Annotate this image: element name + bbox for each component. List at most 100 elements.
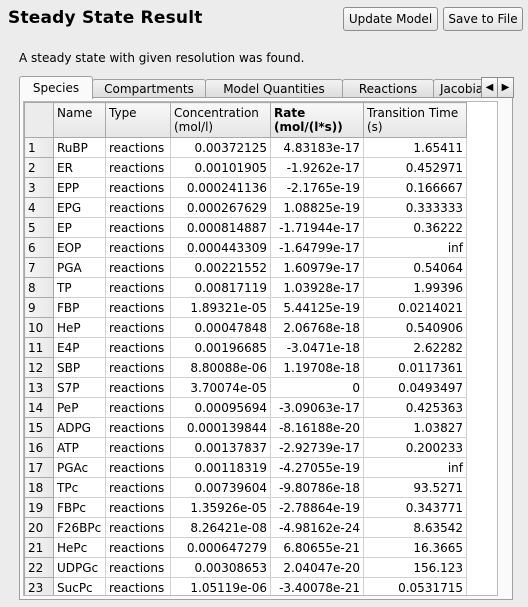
cell-transition-time[interactable]: 0.0531715 bbox=[363, 577, 467, 595]
cell-transition-time[interactable]: 0.333333 bbox=[363, 197, 467, 218]
cell-name[interactable]: HePc bbox=[53, 537, 106, 558]
cell-transition-time[interactable]: 0.54064 bbox=[363, 257, 467, 278]
tab-model-quantities[interactable]: Model Quantities bbox=[205, 79, 343, 98]
cell-transition-time[interactable]: 16.3665 bbox=[363, 537, 467, 558]
cell-name[interactable]: EPG bbox=[53, 197, 106, 218]
cell-transition-time[interactable]: 0.343771 bbox=[363, 497, 467, 518]
column-header-name[interactable]: Name bbox=[53, 102, 106, 138]
table-row[interactable]: 7 PGA reactions 0.00221552 1.60979e-17 0.5406… bbox=[24, 257, 497, 278]
cell-transition-time[interactable]: 0.452971 bbox=[363, 157, 467, 178]
cell-name[interactable]: F26BPc bbox=[53, 517, 106, 538]
species-table-container[interactable]: Name Type Concentration (mol/l) Rate (mo… bbox=[23, 101, 498, 596]
cell-concentration[interactable]: 0.000647279 bbox=[170, 537, 271, 558]
cell-rate[interactable]: 1.03928e-17 bbox=[270, 277, 364, 298]
save-to-file-button[interactable]: Save to File bbox=[443, 7, 523, 31]
cell-rate[interactable]: 1.08825e-19 bbox=[270, 197, 364, 218]
cell-type[interactable]: reactions bbox=[105, 157, 171, 178]
column-header-concentration[interactable]: Concentration (mol/l) bbox=[170, 102, 271, 138]
table-row[interactable]: 3 EPP reactions 0.000241136 -2.1765e-19 0.166… bbox=[24, 177, 497, 198]
table-row[interactable]: 9 FBP reactions 1.89321e-05 5.44125e-19 0.021… bbox=[24, 297, 497, 318]
cell-name[interactable]: TPc bbox=[53, 477, 106, 498]
cell-transition-time[interactable]: 0.0214021 bbox=[363, 297, 467, 318]
cell-concentration[interactable]: 0.00118319 bbox=[170, 457, 271, 478]
row-number-header[interactable]: 15 bbox=[24, 417, 54, 438]
cell-concentration[interactable]: 0.00047848 bbox=[170, 317, 271, 338]
tab-reactions[interactable]: Reactions bbox=[342, 79, 434, 98]
row-number-header[interactable]: 23 bbox=[24, 577, 54, 595]
row-number-header[interactable]: 6 bbox=[24, 237, 54, 258]
cell-transition-time[interactable]: 93.5271 bbox=[363, 477, 467, 498]
cell-rate[interactable]: 2.06768e-18 bbox=[270, 317, 364, 338]
cell-transition-time[interactable]: 1.99396 bbox=[363, 277, 467, 298]
table-row[interactable]: 16 ATP reactions 0.00137837 -2.92739e-17 0.20… bbox=[24, 437, 497, 458]
cell-name[interactable]: RuBP bbox=[53, 137, 106, 158]
column-header-transition-time[interactable]: Transition Time (s) bbox=[363, 102, 467, 138]
cell-name[interactable]: E4P bbox=[53, 337, 106, 358]
row-number-header[interactable]: 18 bbox=[24, 477, 54, 498]
cell-rate[interactable]: 0 bbox=[270, 377, 364, 398]
cell-concentration[interactable]: 0.00101905 bbox=[170, 157, 271, 178]
row-number-header[interactable]: 21 bbox=[24, 537, 54, 558]
cell-rate[interactable]: -3.40078e-21 bbox=[270, 577, 364, 595]
cell-rate[interactable]: 6.80655e-21 bbox=[270, 537, 364, 558]
cell-concentration[interactable]: 0.000139844 bbox=[170, 417, 271, 438]
cell-rate[interactable]: -8.16188e-20 bbox=[270, 417, 364, 438]
cell-type[interactable]: reactions bbox=[105, 217, 171, 238]
cell-name[interactable]: EOP bbox=[53, 237, 106, 258]
table-row[interactable]: 6 EOP reactions 0.000443309 -1.64799e-17 inf bbox=[24, 237, 497, 258]
cell-name[interactable]: FBPc bbox=[53, 497, 106, 518]
cell-concentration[interactable]: 0.00221552 bbox=[170, 257, 271, 278]
table-row[interactable]: 15 ADPG reactions 0.000139844 -8.16188e-20 1.… bbox=[24, 417, 497, 438]
cell-rate[interactable]: -9.80786e-18 bbox=[270, 477, 364, 498]
cell-name[interactable]: PGA bbox=[53, 257, 106, 278]
table-row[interactable]: 19 FBPc reactions 1.35926e-05 -2.78864e-19 0.… bbox=[24, 497, 497, 518]
table-row[interactable]: 11 E4P reactions 0.00196685 -3.0471e-18 2.622… bbox=[24, 337, 497, 358]
cell-name[interactable]: PGAc bbox=[53, 457, 106, 478]
table-row[interactable]: 10 HeP reactions 0.00047848 2.06768e-18 0.540… bbox=[24, 317, 497, 338]
row-number-header[interactable]: 19 bbox=[24, 497, 54, 518]
cell-type[interactable]: reactions bbox=[105, 177, 171, 198]
cell-type[interactable]: reactions bbox=[105, 557, 171, 578]
cell-concentration[interactable]: 3.70074e-05 bbox=[170, 377, 271, 398]
cell-concentration[interactable]: 0.00739604 bbox=[170, 477, 271, 498]
cell-name[interactable]: ATP bbox=[53, 437, 106, 458]
cell-type[interactable]: reactions bbox=[105, 537, 171, 558]
cell-rate[interactable]: -4.27055e-19 bbox=[270, 457, 364, 478]
tab-scroll-right-button[interactable]: ▶ bbox=[497, 77, 514, 98]
cell-type[interactable]: reactions bbox=[105, 197, 171, 218]
cell-transition-time[interactable]: 1.65411 bbox=[363, 137, 467, 158]
cell-type[interactable]: reactions bbox=[105, 497, 171, 518]
column-header-type[interactable]: Type bbox=[105, 102, 171, 138]
cell-name[interactable]: FBP bbox=[53, 297, 106, 318]
cell-concentration[interactable]: 0.00196685 bbox=[170, 337, 271, 358]
cell-concentration[interactable]: 1.35926e-05 bbox=[170, 497, 271, 518]
table-row[interactable]: 18 TPc reactions 0.00739604 -9.80786e-18 93.5… bbox=[24, 477, 497, 498]
cell-rate[interactable]: -1.9262e-17 bbox=[270, 157, 364, 178]
table-row[interactable]: 8 TP reactions 0.00817119 1.03928e-17 1.99396 bbox=[24, 277, 497, 298]
cell-name[interactable]: UDPGc bbox=[53, 557, 106, 578]
cell-type[interactable]: reactions bbox=[105, 377, 171, 398]
table-row[interactable]: 13 S7P reactions 3.70074e-05 0 0.0493497 bbox=[24, 377, 497, 398]
cell-rate[interactable]: -3.0471e-18 bbox=[270, 337, 364, 358]
cell-transition-time[interactable]: 0.0493497 bbox=[363, 377, 467, 398]
cell-type[interactable]: reactions bbox=[105, 437, 171, 458]
table-row[interactable]: 5 EP reactions 0.000814887 -1.71944e-17 0.362… bbox=[24, 217, 497, 238]
row-number-header[interactable]: 9 bbox=[24, 297, 54, 318]
update-model-button[interactable]: Update Model bbox=[343, 7, 438, 31]
row-number-header[interactable]: 20 bbox=[24, 517, 54, 538]
cell-rate[interactable]: -3.09063e-17 bbox=[270, 397, 364, 418]
table-row[interactable]: 22 UDPGc reactions 0.00308653 2.04047e-20 156… bbox=[24, 557, 497, 578]
table-row[interactable]: 20 F26BPc reactions 8.26421e-08 -4.98162e-24… bbox=[24, 517, 497, 538]
cell-concentration[interactable]: 0.00817119 bbox=[170, 277, 271, 298]
cell-concentration[interactable]: 0.00095694 bbox=[170, 397, 271, 418]
cell-rate[interactable]: -2.78864e-19 bbox=[270, 497, 364, 518]
cell-rate[interactable]: -2.1765e-19 bbox=[270, 177, 364, 198]
row-number-header[interactable]: 3 bbox=[24, 177, 54, 198]
cell-type[interactable]: reactions bbox=[105, 517, 171, 538]
table-row[interactable]: 4 EPG reactions 0.000267629 1.08825e-19 0.333… bbox=[24, 197, 497, 218]
row-number-header[interactable]: 10 bbox=[24, 317, 54, 338]
cell-type[interactable]: reactions bbox=[105, 457, 171, 478]
cell-type[interactable]: reactions bbox=[105, 337, 171, 358]
cell-transition-time[interactable]: 8.63542 bbox=[363, 517, 467, 538]
row-number-header[interactable]: 11 bbox=[24, 337, 54, 358]
